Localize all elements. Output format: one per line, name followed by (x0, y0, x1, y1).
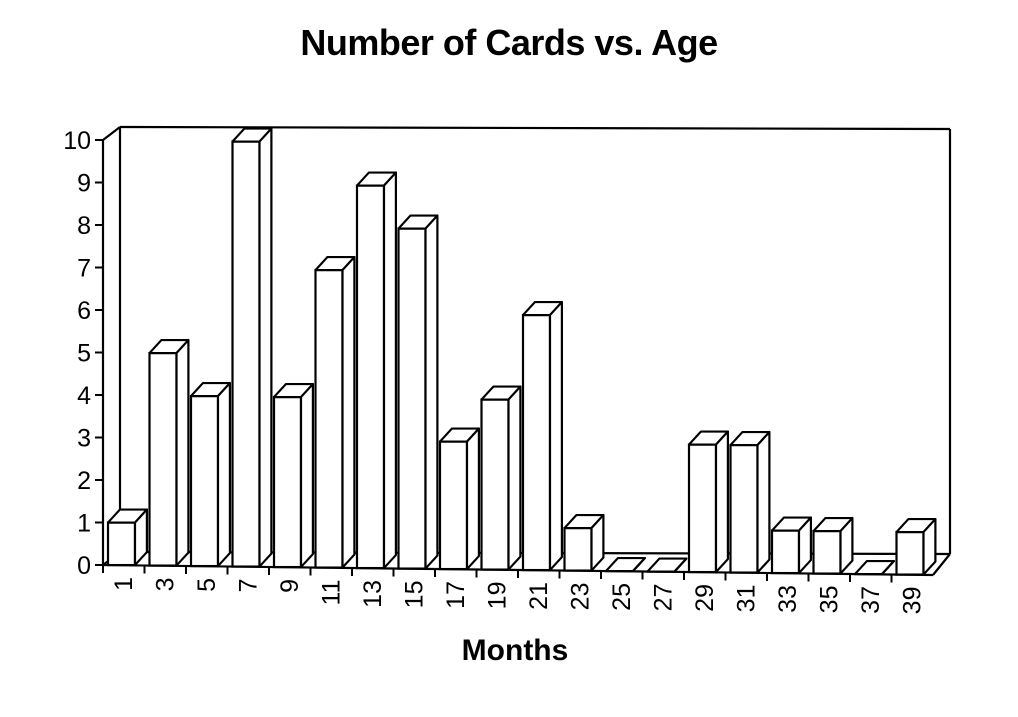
x-tick-label: 9 (276, 579, 304, 593)
y-tick-label: 2 (77, 467, 91, 495)
bars-group (106, 127, 937, 576)
x-tick-label: 15 (400, 581, 428, 609)
x-tick-label: 33 (774, 585, 802, 613)
x-tick-label: 27 (649, 584, 677, 612)
x-axis-title: Months (462, 634, 569, 667)
bar-front (729, 443, 759, 574)
x-tick-label: 19 (483, 582, 511, 610)
y-tick-label: 7 (77, 255, 91, 283)
bar (272, 382, 314, 569)
y-tick-label: 4 (77, 382, 91, 410)
bar (646, 557, 688, 573)
bar (563, 513, 605, 572)
x-tick-label: 7 (234, 579, 262, 593)
y-tick-label: 0 (77, 552, 91, 580)
x-tick-label: 1 (110, 577, 138, 591)
y-tick-label: 1 (77, 510, 91, 538)
bar (770, 516, 813, 575)
bar-front (563, 526, 593, 572)
bar-side (922, 517, 937, 576)
bar-side (382, 171, 397, 570)
bar (812, 516, 854, 575)
bar-front (521, 313, 552, 572)
bar-side (424, 214, 439, 570)
bar (480, 385, 522, 571)
bar-front (189, 394, 220, 568)
bar (148, 338, 190, 567)
x-tick-label: 11 (317, 580, 345, 606)
bar-side (175, 338, 190, 567)
bar-front (148, 351, 178, 567)
x-tick-label: 3 (151, 578, 179, 592)
bar (521, 300, 564, 572)
y-tick-label: 9 (77, 170, 91, 198)
bar-side (133, 508, 148, 567)
x-axis: 1 3 5 7 9 11 13 15 17 19 21 23 25 27 29 31 33 35 37 39 (102, 565, 926, 615)
bar-side (880, 559, 896, 576)
bar-front (770, 529, 801, 575)
bar (231, 127, 273, 568)
x-tick-label: 21 (525, 582, 553, 610)
bar-front (480, 398, 510, 571)
bar (189, 381, 231, 568)
y-tick-label: 8 (77, 212, 91, 240)
x-tick-label: 13 (359, 580, 387, 608)
bar-front (895, 530, 925, 576)
bar-front (687, 443, 718, 574)
bar (314, 255, 356, 569)
bar-side (465, 427, 480, 571)
bar-side (839, 516, 854, 575)
y-axis: 0 1 2 3 4 5 6 7 8 9 10 (63, 127, 103, 580)
bar (687, 430, 730, 574)
bar-side (756, 430, 771, 574)
bar (604, 556, 647, 573)
bar-side (216, 381, 231, 568)
bar-front (106, 521, 137, 567)
y-tick-label: 6 (77, 297, 91, 325)
bar (355, 171, 397, 570)
x-tick-label: 23 (566, 583, 594, 611)
bar-side (797, 516, 813, 575)
bar-side (341, 255, 356, 569)
bar (895, 517, 937, 576)
y-tick-label: 3 (77, 425, 91, 453)
bar-side (299, 382, 314, 569)
x-tick-label: 31 (732, 585, 760, 613)
x-tick-label: 17 (442, 581, 470, 609)
x-tick-label: 29 (691, 584, 719, 612)
bar-side (590, 513, 605, 572)
bar (106, 508, 148, 567)
x-tick-label: 35 (815, 586, 843, 614)
x-tick-label: 39 (898, 587, 926, 615)
bar-front (397, 227, 427, 570)
y-tick-label: 5 (77, 340, 91, 368)
bar-side (714, 430, 730, 574)
x-tick-label: 25 (608, 583, 636, 611)
bar-front (231, 140, 261, 568)
bar-front (355, 184, 386, 570)
y-tick-label: 10 (63, 127, 91, 155)
bar-side (258, 127, 273, 568)
bar-front (314, 268, 344, 569)
bar-front (438, 440, 469, 571)
x-tick-label: 5 (193, 578, 221, 592)
bar (397, 214, 439, 570)
bar (438, 427, 480, 571)
bar-side (548, 300, 564, 572)
bar-side (631, 556, 647, 573)
bar (853, 559, 896, 576)
bar (729, 430, 771, 574)
bar-front (812, 529, 842, 575)
x-tick-label: 37 (857, 586, 885, 614)
bar-front (272, 395, 303, 569)
bar-side (673, 557, 688, 573)
bar-side (507, 385, 522, 571)
chart-title: Number of Cards vs. Age (300, 22, 718, 63)
